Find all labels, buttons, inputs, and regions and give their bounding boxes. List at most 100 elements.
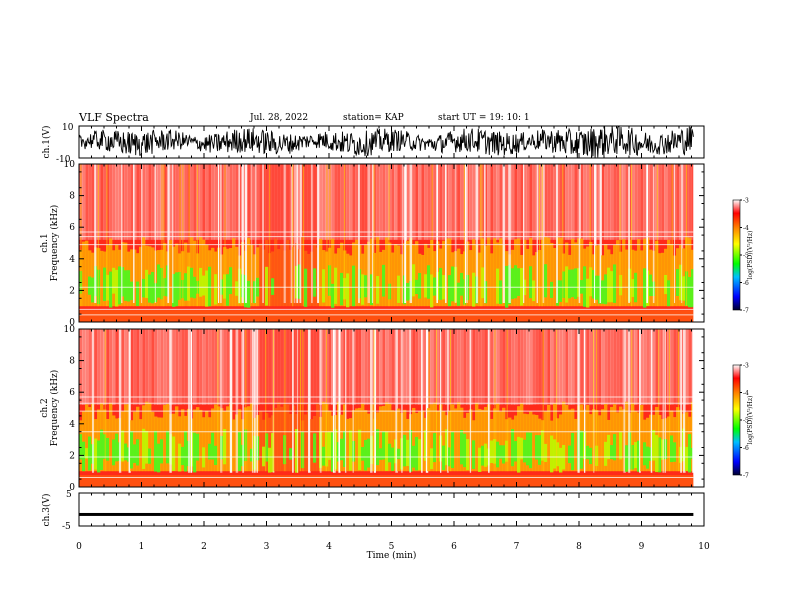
ch2-spectrogram-cell <box>664 329 666 473</box>
ch2-spectrogram-cell <box>259 329 263 405</box>
ch1-spectrogram-cell <box>385 237 389 307</box>
ch1-spectrogram-cell <box>145 164 149 240</box>
ch1-spectrogram-cell <box>97 164 99 307</box>
ch1-spectrogram-cell <box>283 310 287 322</box>
ch1-spectrogram-cell <box>361 274 365 305</box>
ch2-spectrogram-colorbar <box>732 364 741 476</box>
ch2-spectrogram-cell <box>649 329 653 405</box>
ch2-spectrogram-cell <box>401 329 403 473</box>
ch1-spectrogram-cell <box>631 249 635 307</box>
ch1-spectrogram-colorbar <box>732 199 741 311</box>
ch2-spectrogram-cell <box>662 329 665 473</box>
ch1-spectrogram-cell <box>523 164 525 304</box>
ch2-spectrogram-cell <box>496 475 500 487</box>
ch2-spectrogram-cell <box>580 430 584 469</box>
ch2-spectrogram-cell <box>646 475 650 487</box>
ch2-spectrogram-ytick-label: 8 <box>69 357 75 367</box>
ch2-spectrogram-cell <box>325 329 327 472</box>
ch2-spectrogram-cell <box>316 475 320 487</box>
ch2-spectrogram-cell <box>460 429 464 465</box>
ch2-spectrogram-cell <box>481 445 485 466</box>
ch2-spectrogram-cell <box>139 475 143 487</box>
ch2-spectrogram-cell <box>97 475 101 487</box>
ch1-spectrogram-cell <box>326 164 328 307</box>
ch1-spectrogram-cell <box>337 310 341 322</box>
ch2-spectrogram-cell <box>190 475 194 487</box>
ch1-spectrogram-cell <box>520 164 524 240</box>
ch1-spectrogram-cell <box>676 269 680 296</box>
ch1-spectrogram-cell <box>619 274 623 296</box>
ch2-spectrogram-cell <box>304 414 308 472</box>
ch1-spectrogram-cell <box>373 164 375 307</box>
ch2-spectrogram-cell <box>610 406 614 472</box>
ch2-spectrogram-cell <box>526 475 530 487</box>
ch2-spectrogram-cell <box>475 329 479 405</box>
ch1-spectrogram-cell <box>562 271 566 298</box>
ch2-spectrogram-cell <box>175 406 179 472</box>
ch1-spectrogram-cell <box>586 246 590 307</box>
ch2-spectrogram-cell <box>400 475 404 487</box>
ch1-spectrogram-cell <box>313 268 317 297</box>
ch2-spectrogram-cell <box>532 475 536 487</box>
ch1-spectrogram-cell <box>208 310 212 322</box>
ch2-spectrogram-cell <box>130 329 134 405</box>
ch1-spectrogram-cell <box>661 252 665 307</box>
ch2-spectrogram-cell <box>247 406 251 472</box>
ch1-spectrogram-cell <box>688 164 692 240</box>
ch1-spectrogram-cell <box>112 267 116 294</box>
ch2-spectrogram-cell <box>442 329 446 405</box>
ch1-spectrogram-cell <box>599 164 602 304</box>
ch1-spectrogram-cell <box>640 310 644 322</box>
ch2-spectrogram-cell <box>124 404 128 472</box>
ch1-spectrogram-cell <box>691 310 695 322</box>
ch1-spectrogram-cell <box>479 164 481 307</box>
ch2-spectrogram-cell <box>415 436 419 471</box>
ch2-spectrogram-cell <box>523 475 527 487</box>
ch1-spectrogram-cell <box>565 164 569 240</box>
ch2-spectrogram-cell <box>304 329 308 405</box>
ch1-spectrogram-cell <box>85 164 89 240</box>
ch2-spectrogram-cell <box>136 439 140 466</box>
ch2-spectrogram-cell <box>559 447 563 473</box>
ch1-spectrogram-cell <box>226 310 230 322</box>
ch1-spectrogram-cell <box>404 164 407 304</box>
ch1-spectrogram-cell <box>448 310 452 322</box>
ch2-spectrogram-cell <box>379 475 383 487</box>
ch2-spectrogram-cell <box>631 329 633 472</box>
ch1-spectrogram-cell <box>382 310 386 322</box>
ch2-spectrogram-cell <box>619 432 623 460</box>
ch1-spectrogram-cell <box>254 164 257 304</box>
ch2-spectrogram-cell <box>421 410 425 472</box>
ch2-spectrogram-cell <box>520 329 524 405</box>
ch2-spectrogram-cell <box>331 329 335 405</box>
ch2-spectrogram-cell <box>214 445 218 465</box>
ch2-spectrogram-cell <box>682 329 686 473</box>
ch1-spectrogram-cell <box>628 164 630 304</box>
ch2-spectrogram-cell <box>265 475 269 487</box>
ch1-spectrogram-cell <box>334 267 338 304</box>
ch1-spectrogram-cell <box>148 310 152 322</box>
ch2-spectrogram-cell <box>268 329 272 405</box>
ch1-spectrogram-cell <box>649 310 653 322</box>
ch1-spectrogram-cell <box>610 164 614 240</box>
ch1-spectrogram-cell <box>544 164 548 240</box>
ch1-spectrogram-cell <box>121 310 125 322</box>
ch2-spectrogram-cell <box>682 475 686 487</box>
ch3-ytick-label: 5 <box>66 490 72 500</box>
ch1-spectrogram-cell <box>133 164 137 240</box>
ch2-spectrogram-cell <box>373 329 376 473</box>
ch2-spectrogram-cell <box>358 429 362 471</box>
ch2-spectrogram-cell <box>298 329 302 405</box>
ch2-spectrogram-cell <box>109 402 113 472</box>
ch2-spectrogram-cell <box>685 475 689 487</box>
ch2-spectrogram-cell <box>256 475 260 487</box>
ch2-spectrogram-cell <box>217 329 221 405</box>
ch2-spectrogram-cell <box>655 329 659 405</box>
ch1-spectrogram-cell <box>199 267 203 297</box>
ch2-spectrogram-cell <box>286 404 290 472</box>
ch1-spectrogram-cell <box>691 164 695 240</box>
ch2-spectrogram-cell <box>251 329 254 473</box>
ch1-spectrogram-cell <box>412 310 416 322</box>
ch2-spectrogram-cell <box>448 410 452 472</box>
ch2-spectrogram-cell <box>358 329 362 405</box>
